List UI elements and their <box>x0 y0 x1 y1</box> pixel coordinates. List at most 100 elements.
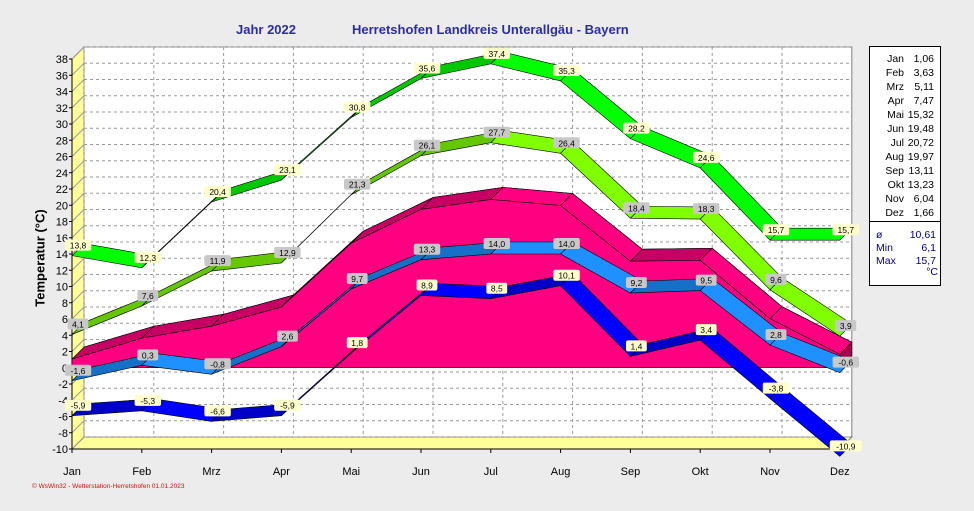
y-axis-label: Temperatur (°C) <box>32 209 48 307</box>
data-label-bg <box>553 64 580 76</box>
grid-line-side <box>71 46 85 60</box>
data-label: 26,4 <box>558 138 575 148</box>
grid-line-side <box>71 79 85 92</box>
y-tick-label: -4 <box>58 395 68 407</box>
data-label-bg <box>483 238 510 249</box>
data-label-bg <box>277 330 298 342</box>
data-label: 23,1 <box>279 165 296 175</box>
grid-line-side <box>71 436 85 450</box>
data-label: 24,6 <box>698 153 715 163</box>
legend-row: Sep 13,11 <box>870 165 936 179</box>
x-tick-label: Mai <box>342 466 360 478</box>
y-tick-label: 24 <box>56 168 68 180</box>
legend-value: 20,72 <box>907 137 934 149</box>
legend-row: Aug 19,97 <box>870 151 936 165</box>
data-label-bg <box>413 139 441 151</box>
data-label-bg <box>204 186 231 197</box>
data-label: -5,9 <box>71 401 86 411</box>
data-label: -1,6 <box>71 366 86 376</box>
data-label-bg <box>553 137 580 149</box>
x-tick-label: Okt <box>692 466 709 478</box>
y-tick-label: 4 <box>62 330 68 342</box>
x-tick-label: Jul <box>484 466 498 478</box>
x-tick-label: Jan <box>63 466 81 478</box>
data-label: 10,1 <box>558 271 575 281</box>
data-label: 13,8 <box>70 241 87 251</box>
data-label: 28,2 <box>628 124 645 134</box>
mean-area-front <box>71 199 841 369</box>
legend-month: Jul <box>890 137 904 149</box>
data-label-bg <box>64 364 92 376</box>
data-label: 3,9 <box>840 321 852 331</box>
chart-title-year: Jahr 2022 <box>236 22 296 37</box>
data-label: 9,5 <box>700 276 712 286</box>
chart-title-location: Herretshofen Landkreis Unterallgäu - Bay… <box>352 22 629 37</box>
legend-row: Dez 1,66 <box>870 207 936 221</box>
grid-line-side <box>71 306 85 320</box>
data-label: -10,9 <box>836 441 856 451</box>
data-label: -5,9 <box>280 401 295 411</box>
data-label: 8,9 <box>421 280 433 290</box>
legend-value: 15,32 <box>907 109 934 121</box>
data-label: 15,7 <box>838 225 855 235</box>
data-label-bg <box>413 243 441 255</box>
data-label-bg <box>553 269 580 281</box>
x-tick-label: Aug <box>551 466 571 478</box>
y-tick-label: 32 <box>56 103 68 115</box>
grid-line-side <box>71 144 85 157</box>
legend-row: Jan 1,06 <box>870 53 936 67</box>
data-label: 37,4 <box>489 49 506 59</box>
y-tick-label: 38 <box>56 54 68 66</box>
data-label-bg <box>137 290 159 301</box>
legend-value: 7,47 <box>913 95 934 107</box>
data-label: 20,4 <box>209 187 226 197</box>
data-label: 8,5 <box>491 284 503 294</box>
data-label-bg <box>486 282 508 294</box>
data-label-bg <box>695 274 717 286</box>
data-label: 1,8 <box>351 338 363 348</box>
legend-month: Dez <box>885 207 904 219</box>
data-label-bg <box>274 246 301 258</box>
data-label-bg <box>553 238 580 249</box>
legend-value: 1,06 <box>913 53 934 65</box>
legend-row: Jun 19,48 <box>870 123 936 137</box>
grid-line-side <box>71 160 85 174</box>
data-label: 14,0 <box>558 239 575 249</box>
data-label-bg <box>483 47 510 59</box>
grid-line-side <box>71 62 85 76</box>
legend-row: Apr 7,47 <box>870 95 936 109</box>
data-label: 3,4 <box>700 325 712 335</box>
stat-value: 10,61 <box>909 229 936 241</box>
legend-month: Aug <box>885 151 904 163</box>
legend-month: Nov <box>885 193 904 205</box>
data-label-bg <box>765 273 787 285</box>
data-label: 30,8 <box>349 103 366 113</box>
data-label: 9,2 <box>630 278 642 288</box>
legend-row: Nov 6,04 <box>870 193 936 207</box>
data-label: 13,3 <box>419 245 436 255</box>
x-tick-label: Dez <box>830 466 850 478</box>
y-tick-label: -2 <box>58 379 68 391</box>
data-label-bg <box>344 101 371 113</box>
stat-key: Max <box>876 255 896 267</box>
data-label: 18,3 <box>698 204 715 214</box>
data-label-bg <box>416 279 438 291</box>
data-label: -5,3 <box>140 396 155 406</box>
data-label-bg <box>832 356 859 368</box>
data-label-bg <box>623 202 650 214</box>
grid-line-side <box>71 290 85 304</box>
legend-row: Mrz 5,11 <box>870 81 936 95</box>
data-label-bg <box>344 178 371 190</box>
legend-month: Mrz <box>886 81 905 93</box>
mean-area-top-segment <box>629 247 713 262</box>
data-label: 21,3 <box>349 180 366 190</box>
data-label-bg <box>64 399 92 411</box>
legend-value: 19,48 <box>907 123 934 135</box>
data-label: -6,6 <box>210 406 225 416</box>
data-label: 12,9 <box>279 248 296 258</box>
data-label: 27,7 <box>489 128 506 138</box>
x-tick-label: Mrz <box>202 466 220 478</box>
y-tick-label: 12 <box>56 265 68 277</box>
y-tick-label: 34 <box>56 87 68 99</box>
stat-key: Min <box>876 242 893 254</box>
